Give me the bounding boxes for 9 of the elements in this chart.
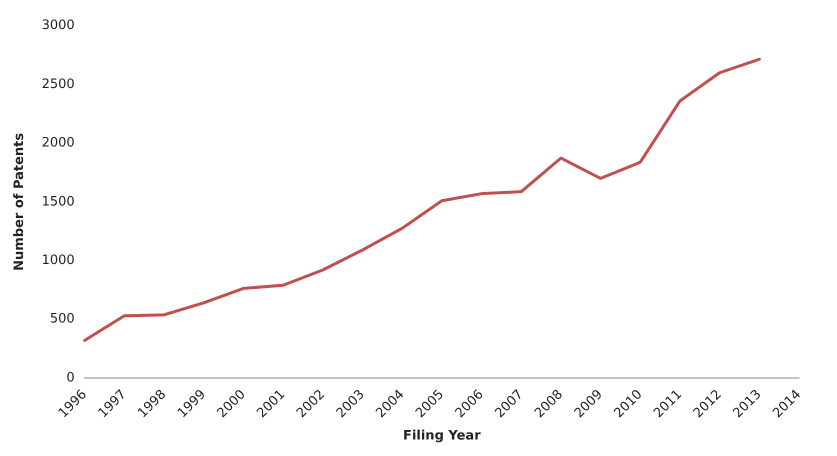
y-axis-title: Number of Patents [12, 132, 28, 271]
y-tick-label: 2000 [42, 136, 75, 151]
y-tick-label: 3000 [42, 18, 75, 34]
y-tick-label: 0 [66, 370, 75, 386]
y-tick-label: 500 [50, 312, 75, 327]
y-tick-label: 1500 [42, 194, 75, 210]
y-tick-label: 2500 [42, 76, 75, 92]
x-axis-title: Filing Year [403, 428, 482, 444]
y-tick-label: 1000 [42, 252, 75, 268]
